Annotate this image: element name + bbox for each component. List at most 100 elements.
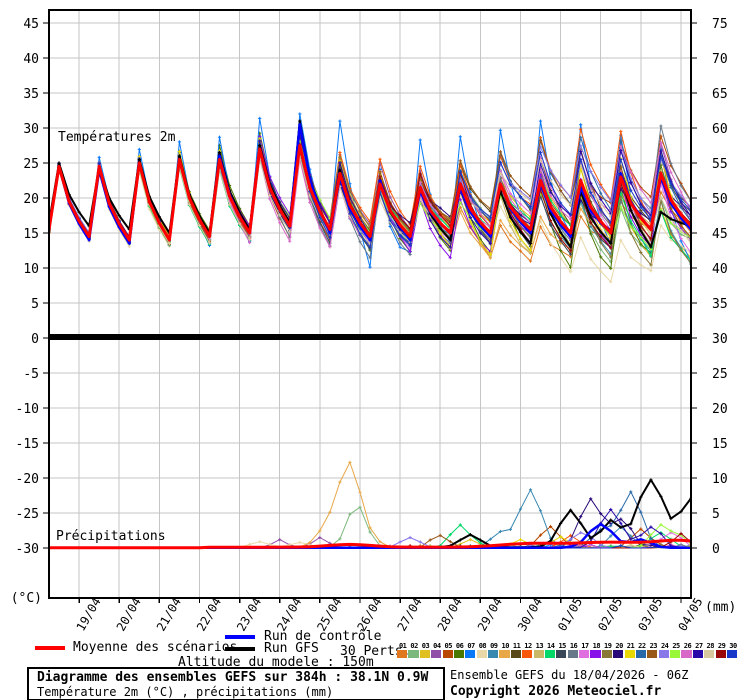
- date-tick-label: 21/04: [154, 595, 184, 633]
- left-axis-tick-label: 35: [23, 87, 39, 102]
- date-tick-label: 27/04: [395, 595, 425, 633]
- right-axis-tick-label: 30: [712, 332, 728, 347]
- left-axis-tick-label: -20: [16, 472, 39, 487]
- perturbation-color-swatch: [624, 650, 635, 658]
- perturbation-color-swatch: [522, 650, 533, 658]
- chart-title-box: Diagramme des ensembles GEFS sur 384h : …: [27, 667, 445, 700]
- perturbation-color-swatch: [465, 650, 476, 658]
- date-tick-label: 23/04: [234, 595, 264, 633]
- date-tick-label: 02/05: [595, 595, 625, 633]
- perturbation-color-swatch: [692, 650, 703, 658]
- perturbation-number: 19: [604, 642, 612, 650]
- right-axis-unit-label: (mm): [705, 600, 736, 615]
- perturbation-number: 28: [706, 642, 715, 650]
- perturbation-number-row: 01 02 03 04 05 06 07 08 09 10 11 12 13 14 15 16 17 18 19 20…: [397, 642, 739, 650]
- perturbation-color-swatch: [556, 650, 567, 658]
- perturbation-color-swatch: [419, 650, 430, 658]
- left-axis-tick-label: -5: [23, 367, 39, 382]
- perturbation-color-swatch: [453, 650, 465, 658]
- right-axis-tick-label: 70: [712, 52, 728, 67]
- right-axis-tick-label: 45: [712, 227, 728, 242]
- perturbation-color-swatch: [408, 650, 419, 658]
- right-axis-tick-label: 15: [712, 437, 728, 452]
- perturbation-color-swatch: [670, 650, 681, 658]
- date-tick-label: 30/04: [515, 595, 545, 633]
- perturbation-color-swatch: [397, 650, 408, 658]
- perturbation-number: 16: [569, 642, 578, 650]
- perturbation-number: 11: [512, 642, 521, 650]
- perturbation-number: 24: [660, 642, 669, 650]
- gfs-legend-label: Run GFS: [264, 641, 319, 656]
- perturbation-number: 27: [695, 642, 703, 650]
- perturbation-color-swatch: [601, 650, 612, 658]
- left-axis-tick-label: 0: [31, 332, 39, 347]
- left-axis-tick-label: -30: [16, 542, 39, 557]
- gfs-legend-swatch: [225, 647, 255, 651]
- perturbation-color-row: [397, 650, 738, 658]
- ensemble-member-precip-line-markers: [629, 543, 633, 547]
- date-tick-label: 19/04: [74, 595, 104, 633]
- perturbation-color-swatch: [510, 650, 521, 658]
- date-tick-label: 22/04: [194, 595, 224, 633]
- perturbation-color-swatch: [726, 650, 738, 658]
- perturbation-number: 02: [410, 642, 418, 650]
- left-axis-tick-label: -25: [16, 507, 39, 522]
- control-legend-swatch: [225, 635, 255, 639]
- right-axis-tick-label: 50: [712, 192, 728, 207]
- mean-legend-label: Moyenne des scénarios: [73, 640, 238, 655]
- chart-title: Diagramme des ensembles GEFS sur 384h : …: [37, 670, 429, 685]
- perturbation-color-swatch: [613, 650, 624, 658]
- perturbation-number: 01: [398, 642, 407, 650]
- perturbation-number: 22: [638, 642, 646, 650]
- perturbation-color-swatch: [658, 650, 669, 658]
- perturbation-color-swatch: [442, 650, 453, 658]
- right-axis-tick-label: 20: [712, 402, 728, 417]
- perturbations-count-label: 30 Perts.: [340, 644, 411, 659]
- perturbation-number: 30: [729, 642, 737, 650]
- perturbation-number: 12: [524, 642, 532, 650]
- temperature-panel-label: Températures 2m: [58, 130, 176, 145]
- perturbation-color-swatch: [590, 650, 601, 658]
- perturbation-color-swatch: [567, 650, 578, 658]
- date-tick-label: 03/05: [635, 595, 665, 633]
- right-axis-tick-label: 60: [712, 122, 728, 137]
- precipitation-panel-label: Précipitations: [56, 529, 166, 544]
- ensemble-member-precip-line-markers: [579, 542, 673, 548]
- perturbation-number: 05: [444, 642, 453, 650]
- perturbation-color-swatch: [715, 650, 726, 658]
- perturbation-color-swatch: [647, 650, 658, 658]
- mean-precip-line: [49, 538, 691, 550]
- perturbation-number: 25: [672, 642, 680, 650]
- right-axis-tick-label: 0: [712, 542, 720, 557]
- copyright-label: Copyright 2026 Meteociel.fr: [450, 684, 662, 699]
- perturbation-number: 18: [592, 642, 601, 650]
- left-axis-tick-label: -15: [16, 437, 39, 452]
- perturbation-number: 21: [626, 642, 635, 650]
- chart-subtitle: Température 2m (°C) , précipitations (mm…: [37, 685, 334, 699]
- date-tick-label: 29/04: [475, 595, 505, 633]
- precipitation-panel-series: [49, 460, 691, 550]
- left-axis-tick-label: 10: [23, 262, 39, 277]
- perturbation-color-swatch: [544, 650, 556, 658]
- date-tick-label: 20/04: [114, 595, 144, 633]
- perturbation-number: 26: [683, 642, 692, 650]
- ensemble-meteogram-chart: 454035302520151050-5-10-15-20-25-3075706…: [11, 9, 736, 634]
- right-axis-tick-label: 35: [712, 297, 728, 312]
- perturbation-number: 08: [478, 642, 487, 650]
- control-legend-label: Run de contrôle: [264, 629, 382, 644]
- perturbation-number: 23: [649, 642, 658, 650]
- perturbation-color-swatch: [499, 650, 510, 658]
- perturbation-color-swatch: [476, 650, 487, 658]
- left-axis-tick-label: 40: [23, 52, 39, 67]
- perturbation-color-swatch: [488, 650, 499, 658]
- perturbation-color-swatch: [635, 650, 647, 658]
- left-axis-unit-label: (°C): [11, 591, 42, 606]
- date-tick-label: 25/04: [314, 595, 344, 633]
- perturbation-color-swatch: [704, 650, 715, 658]
- right-axis-tick-label: 5: [712, 507, 720, 522]
- right-axis-tick-label: 40: [712, 262, 728, 277]
- left-axis-tick-label: 20: [23, 192, 39, 207]
- zero-separator-band: [49, 334, 691, 340]
- left-axis-tick-label: 15: [23, 227, 39, 242]
- perturbation-number: 10: [501, 642, 509, 650]
